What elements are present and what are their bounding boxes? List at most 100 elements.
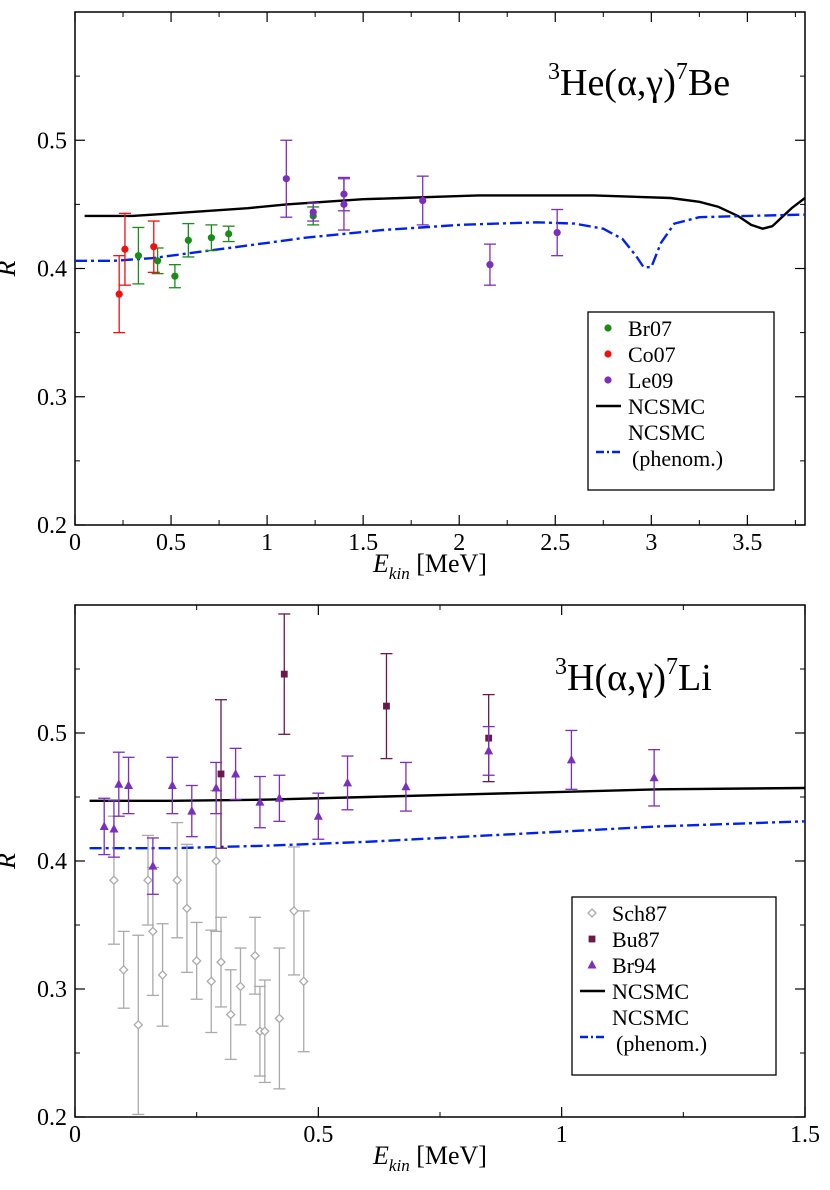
reaction-alpha: α [617, 62, 637, 104]
reaction-alpha: α [607, 657, 627, 699]
data-point [124, 780, 134, 789]
data-point [289, 906, 299, 916]
data-point [340, 200, 348, 208]
y-tick-label: 0.3 [37, 385, 67, 411]
x-axis-sub: kin [389, 1156, 410, 1175]
y-tick-label: 0.4 [37, 257, 67, 283]
legend-label-ncsmc-phenom-line1: NCSMC [628, 420, 705, 445]
reaction-target: H( [567, 657, 607, 699]
legend-label-bu87: Bu87 [612, 927, 660, 952]
data-point [118, 964, 129, 975]
data-point [154, 257, 162, 265]
data-point [211, 783, 221, 792]
data-point [143, 875, 153, 886]
plot-area [89, 613, 805, 1116]
data-point [167, 780, 177, 789]
data-point [484, 745, 494, 755]
series-bu87 [215, 613, 495, 849]
plot-area [75, 139, 805, 334]
data-point [172, 875, 183, 886]
data-point [207, 234, 215, 242]
reaction-product: Li [678, 657, 712, 699]
data-point [148, 861, 158, 870]
data-point [115, 290, 123, 298]
x-tick-label: 1.5 [790, 1122, 820, 1148]
curve-ncsmc-phenom- [75, 213, 805, 269]
reaction-pre-superscript: 3 [548, 59, 560, 85]
x-axis-sub: kin [389, 564, 410, 583]
reaction-comma: , [627, 657, 637, 699]
x-tick-label: 0 [69, 1122, 81, 1148]
y-axis-label: R [0, 853, 21, 870]
x-tick-label: 2.5 [540, 530, 570, 556]
data-point [309, 208, 317, 216]
reaction-close: ) [653, 657, 666, 699]
curve-ncsmc-phenom- [89, 820, 805, 850]
data-point [121, 245, 129, 253]
data-point [401, 781, 411, 791]
legend-marker-le09 [604, 376, 612, 384]
data-point [255, 797, 265, 806]
y-tick-label: 0.3 [37, 977, 67, 1003]
x-tick-label: 0 [69, 530, 81, 556]
data-point [343, 777, 353, 787]
x-tick-label: 2 [453, 530, 465, 556]
x-axis-var: E [372, 549, 389, 578]
series-co07 [113, 212, 160, 334]
data-point [109, 824, 119, 833]
data-point [225, 1009, 236, 1020]
data-point [187, 806, 197, 815]
data-point [150, 243, 158, 251]
y-tick-label: 0.5 [37, 128, 67, 154]
data-point [217, 770, 225, 778]
reaction-target: He( [560, 62, 617, 104]
data-point [486, 261, 494, 269]
legend-label-le09: Le09 [628, 368, 673, 393]
legend-label-ncsmc: NCSMC [612, 979, 689, 1004]
reaction-gamma: γ [636, 657, 654, 699]
x-tick-label: 1 [261, 530, 273, 556]
data-point [282, 175, 290, 183]
data-point [274, 1013, 285, 1024]
legend-label-ncsmc: NCSMC [628, 394, 705, 419]
reaction-gamma: γ [645, 62, 663, 104]
data-point [171, 272, 179, 280]
y-tick-label: 0.4 [37, 849, 67, 875]
series-br94 [98, 725, 661, 895]
reaction-comma: , [637, 62, 647, 104]
series-sch87 [107, 789, 310, 1116]
x-tick-label: 0.5 [303, 1122, 333, 1148]
curve-ncsmc [89, 786, 805, 802]
data-point [553, 228, 561, 237]
x-tick-label: 1.5 [348, 530, 378, 556]
data-point [225, 230, 233, 238]
data-point [298, 976, 309, 987]
reaction-label: 3He(α,γ)7Be [548, 59, 730, 104]
y-tick-label: 0.5 [37, 721, 67, 747]
panel-h3-li7: 0 0.5 1 1.5 0.2 0.3 0.4 0.5 Ekin [MeV] R 3H(α,γ)7L… [0, 604, 820, 1175]
x-tick-label: 3.5 [732, 530, 762, 556]
legend-label-ncsmc-phenom-line1: NCSMC [612, 1005, 689, 1030]
legend-marker-sch87 [587, 908, 597, 918]
data-point [274, 793, 284, 802]
reaction-post-superscript: 7 [666, 654, 678, 680]
data-point [649, 772, 659, 782]
data-point [235, 981, 246, 992]
data-point [259, 1026, 270, 1037]
x-tick-label: 3 [645, 530, 657, 556]
panel-he3-be7: 0 0.5 1 1.5 2 2.5 3 3.5 0.2 0.3 0.4 0.5 Ekin [MeV] R 3… [0, 11, 806, 583]
reaction-product: Be [688, 62, 730, 104]
data-point [99, 821, 109, 830]
x-tick-label: 1 [556, 1122, 568, 1148]
data-point [383, 702, 390, 710]
legend-label-ncsmc-phenom-line2: (phenom.) [632, 446, 723, 471]
legend-marker-br94 [587, 960, 597, 969]
reaction-close: ) [663, 62, 676, 104]
data-point [216, 957, 226, 968]
reaction-pre-superscript: 3 [555, 654, 567, 680]
reaction-label: 3H(α,γ)7Li [555, 654, 712, 699]
data-point [211, 856, 222, 866]
legend-label-co07: Co07 [628, 342, 676, 367]
data-point [184, 236, 192, 244]
